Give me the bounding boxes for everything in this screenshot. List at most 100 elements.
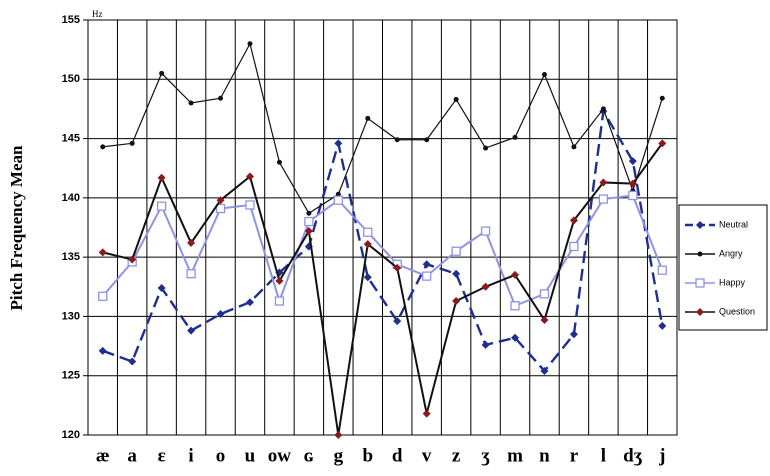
x-tick-label: m	[507, 445, 523, 466]
x-tick-label: v	[422, 445, 432, 466]
marker	[306, 210, 312, 216]
marker	[365, 115, 371, 121]
marker	[541, 72, 547, 78]
x-tick-label: d	[392, 445, 403, 466]
marker	[571, 144, 577, 150]
marker	[452, 269, 461, 278]
marker	[657, 265, 667, 275]
x-tick-label: o	[216, 445, 226, 466]
marker	[539, 289, 550, 299]
marker	[569, 241, 579, 252]
marker	[628, 190, 638, 201]
marker	[658, 139, 667, 148]
marker	[424, 137, 430, 143]
legend-box	[678, 204, 768, 331]
marker	[540, 366, 549, 375]
legend-label: Question	[719, 306, 755, 316]
marker	[245, 298, 254, 307]
x-tick-label: j	[658, 445, 665, 466]
y-axis-label: Pitch Frequency Mean	[7, 145, 26, 310]
marker	[659, 95, 665, 101]
marker	[363, 240, 372, 249]
marker	[335, 191, 341, 197]
x-tick-label: æ	[96, 445, 110, 466]
marker	[128, 255, 137, 264]
series-line	[102, 42, 663, 215]
marker	[275, 276, 284, 285]
marker	[451, 246, 461, 256]
marker	[628, 157, 637, 166]
marker	[245, 172, 254, 181]
marker	[157, 283, 166, 292]
marker	[569, 216, 578, 225]
marker	[569, 330, 578, 339]
marker	[187, 326, 196, 335]
marker	[247, 41, 253, 47]
legend-label: Happy	[719, 277, 746, 287]
marker	[422, 409, 431, 418]
marker	[600, 106, 606, 112]
marker	[393, 263, 402, 272]
x-tick-label: ɛ	[158, 445, 166, 466]
marker	[334, 431, 343, 439]
legend-marker	[696, 221, 704, 229]
y-tick-label: 130	[62, 310, 80, 322]
marker	[186, 269, 196, 279]
x-tick-label: l	[601, 445, 606, 466]
marker	[215, 203, 226, 214]
y-tick-label: 145	[62, 132, 80, 144]
legend-label: Neutral	[719, 219, 748, 229]
x-tick-label: a	[127, 445, 137, 466]
marker	[216, 310, 225, 319]
marker	[422, 260, 431, 269]
marker	[156, 201, 167, 211]
marker	[393, 317, 402, 326]
marker	[453, 96, 459, 102]
marker	[159, 70, 165, 76]
legend-marker	[696, 308, 704, 316]
y-tick-label: 140	[62, 192, 80, 204]
marker	[480, 226, 491, 236]
marker	[216, 196, 225, 205]
x-tick-label: ɢ	[303, 445, 314, 466]
marker	[422, 271, 432, 281]
marker	[98, 346, 107, 355]
y-tick-label: 125	[62, 370, 80, 382]
x-tick-label: z	[452, 445, 461, 466]
series-line	[101, 194, 664, 308]
x-tick-label: b	[362, 445, 373, 466]
marker	[598, 194, 609, 204]
marker	[276, 159, 282, 165]
marker	[188, 100, 194, 106]
x-tick-label: u	[245, 445, 256, 466]
marker	[363, 273, 372, 282]
marker	[304, 227, 313, 236]
marker	[540, 315, 549, 324]
legend-marker	[695, 278, 705, 288]
x-tick-label: g	[334, 445, 344, 466]
marker	[483, 145, 489, 151]
marker	[304, 216, 314, 227]
series-line	[102, 142, 664, 436]
marker	[128, 357, 137, 366]
marker	[510, 301, 520, 311]
marker	[599, 178, 608, 187]
x-tick-label: i	[188, 445, 193, 466]
marker	[658, 321, 667, 330]
x-tick-label: r	[570, 445, 579, 466]
marker	[363, 227, 373, 237]
series-line	[102, 107, 664, 373]
unit-label: Hz	[92, 9, 103, 19]
legend-label: Angry	[719, 248, 743, 258]
marker	[481, 282, 490, 291]
marker	[98, 291, 108, 301]
x-tick-label: n	[539, 445, 550, 466]
marker	[452, 297, 461, 306]
x-tick-label: ʒ	[481, 445, 490, 466]
marker	[511, 270, 520, 279]
x-tick-label: ow	[268, 445, 292, 466]
marker	[334, 139, 343, 148]
marker	[157, 173, 166, 182]
y-tick-label: 155	[62, 14, 80, 26]
